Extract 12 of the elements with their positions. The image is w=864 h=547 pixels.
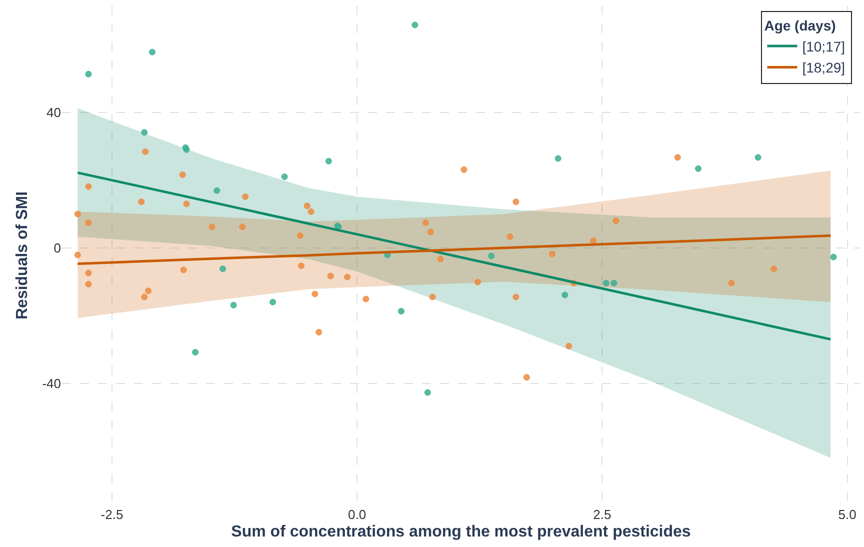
x-tick-label: -2.5: [100, 507, 124, 522]
y-axis-title: Residuals of SMI: [14, 191, 32, 320]
x-tick-label: 0.0: [348, 507, 366, 522]
y-tick-label: 0: [54, 240, 61, 256]
x-axis-title: Sum of concentrations among the most prevalent pesticides: [231, 524, 691, 541]
legend-label: [10;17]: [802, 38, 846, 54]
legend-title: Age (days): [764, 17, 836, 34]
y-tick-label: -40: [42, 376, 61, 391]
x-tick-label: 5.0: [838, 507, 856, 522]
y-tick-label: 40: [46, 104, 61, 120]
x-tick-label: 2.5: [593, 507, 612, 522]
legend-label: [18;29]: [802, 60, 846, 76]
